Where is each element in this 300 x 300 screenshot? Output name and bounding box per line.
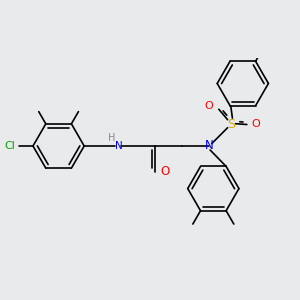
Text: O: O	[252, 119, 260, 129]
Text: H: H	[108, 133, 115, 143]
Text: S: S	[227, 118, 235, 131]
Text: O: O	[205, 101, 213, 111]
Text: Cl: Cl	[4, 141, 15, 151]
Text: N: N	[205, 139, 214, 152]
Text: N: N	[115, 141, 122, 151]
Text: O: O	[160, 164, 170, 178]
